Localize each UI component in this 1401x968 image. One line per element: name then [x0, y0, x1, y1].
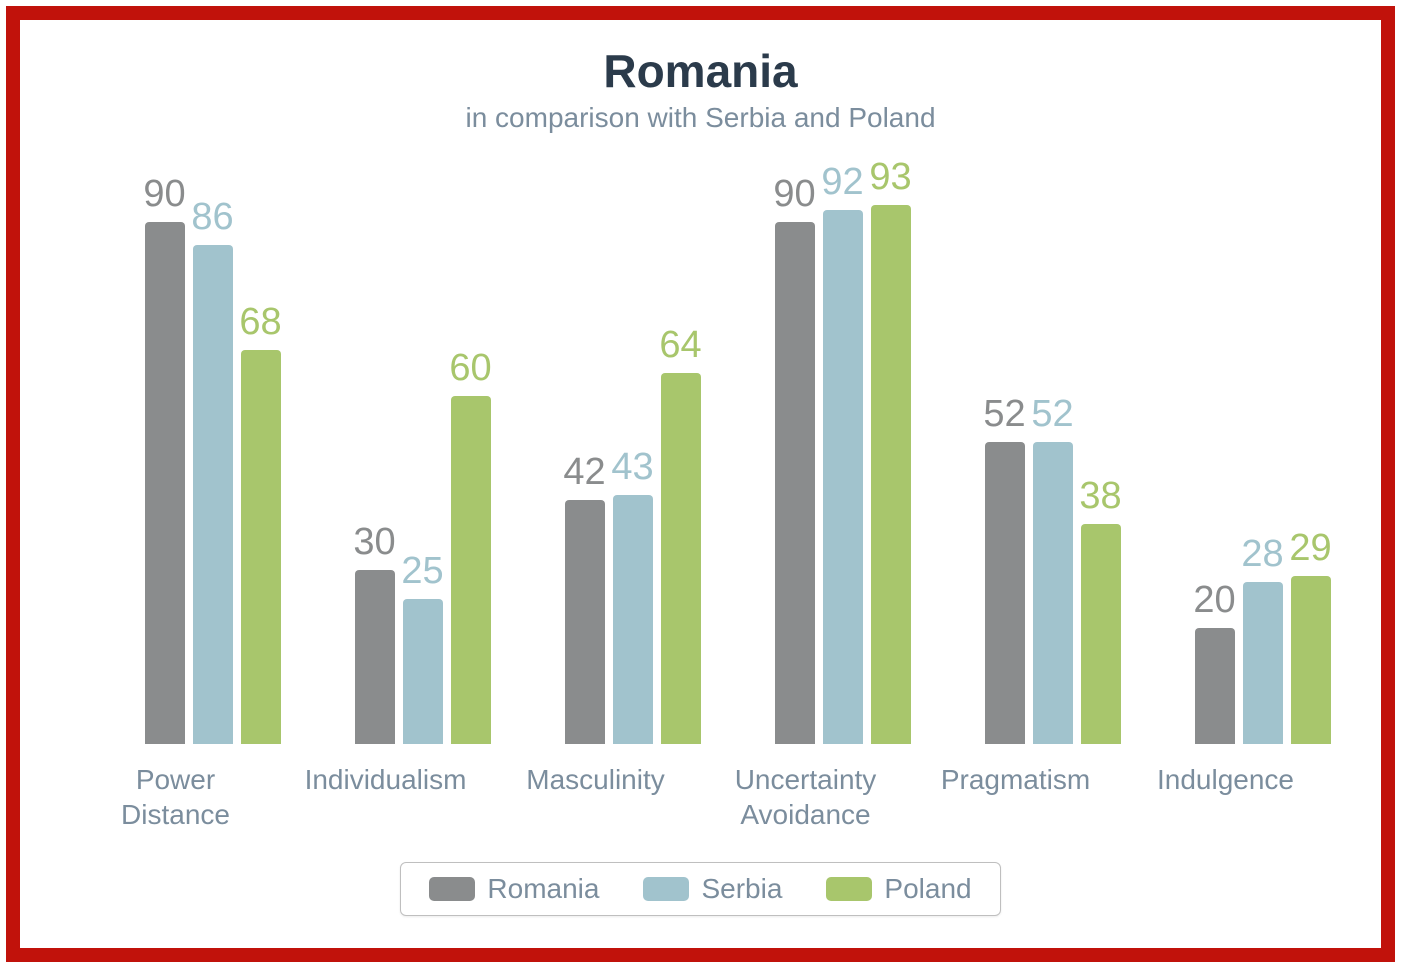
- bar: 52: [985, 442, 1025, 744]
- bar: 93: [871, 205, 911, 744]
- bar-value-label: 25: [401, 550, 443, 599]
- bar: 28: [1243, 582, 1283, 744]
- bar: 30: [355, 570, 395, 744]
- legend-swatch: [643, 877, 689, 901]
- x-axis-category-label: Indulgence: [1121, 762, 1331, 797]
- bar-value-label: 92: [821, 161, 863, 210]
- bar-group: 202829: [1158, 576, 1368, 744]
- bar-value-label: 30: [353, 521, 395, 570]
- bar-value-label: 52: [983, 393, 1025, 442]
- chart-subtitle: in comparison with Serbia and Poland: [20, 102, 1381, 134]
- bar: 68: [241, 350, 281, 744]
- bar: 64: [661, 373, 701, 744]
- bar-value-label: 90: [773, 173, 815, 222]
- bar-value-label: 43: [611, 446, 653, 495]
- legend-item: Romania: [429, 873, 599, 905]
- bar-value-label: 28: [1241, 533, 1283, 582]
- chart-frame: Romania in comparison with Serbia and Po…: [6, 6, 1395, 962]
- bar-value-label: 93: [869, 156, 911, 205]
- bar: 52: [1033, 442, 1073, 744]
- bar-group: 424364: [528, 373, 738, 744]
- bar: 20: [1195, 628, 1235, 744]
- bar-value-label: 38: [1079, 475, 1121, 524]
- x-axis-category-label: Masculinity: [491, 762, 701, 797]
- bar-value-label: 20: [1193, 579, 1235, 628]
- chart-plot-area: 908668302560424364909293525238202829: [71, 164, 1331, 744]
- bar: 60: [451, 396, 491, 744]
- bar-value-label: 86: [191, 196, 233, 245]
- x-axis-category-label: PowerDistance: [71, 762, 281, 832]
- bar-value-label: 90: [143, 173, 185, 222]
- bar: 92: [823, 210, 863, 744]
- x-axis-category-label: Pragmatism: [911, 762, 1121, 797]
- bar-value-label: 68: [239, 301, 281, 350]
- bar-value-label: 42: [563, 451, 605, 500]
- bar: 42: [565, 500, 605, 744]
- legend-label: Serbia: [701, 873, 782, 905]
- bar-group: 302560: [318, 396, 528, 744]
- bar: 38: [1081, 524, 1121, 744]
- x-axis-category-label: UncertaintyAvoidance: [701, 762, 911, 832]
- legend-label: Romania: [487, 873, 599, 905]
- bar: 86: [193, 245, 233, 744]
- bar-group: 909293: [738, 205, 948, 744]
- x-axis-category-label: Individualism: [281, 762, 491, 797]
- bar: 29: [1291, 576, 1331, 744]
- legend-item: Poland: [826, 873, 971, 905]
- legend-swatch: [429, 877, 475, 901]
- bar-value-label: 60: [449, 347, 491, 396]
- bar: 90: [145, 222, 185, 744]
- chart-title: Romania: [20, 44, 1381, 98]
- bar-value-label: 64: [659, 324, 701, 373]
- legend-item: Serbia: [643, 873, 782, 905]
- bar-group: 908668: [108, 222, 318, 744]
- x-axis-labels: PowerDistanceIndividualismMasculinityUnc…: [71, 762, 1331, 848]
- bar-group: 525238: [948, 442, 1158, 744]
- chart-legend: Romania Serbia Poland: [400, 862, 1000, 916]
- bar: 43: [613, 495, 653, 744]
- legend-swatch: [826, 877, 872, 901]
- legend-label: Poland: [884, 873, 971, 905]
- bar: 25: [403, 599, 443, 744]
- bar: 90: [775, 222, 815, 744]
- bar-value-label: 29: [1289, 527, 1331, 576]
- bar-value-label: 52: [1031, 393, 1073, 442]
